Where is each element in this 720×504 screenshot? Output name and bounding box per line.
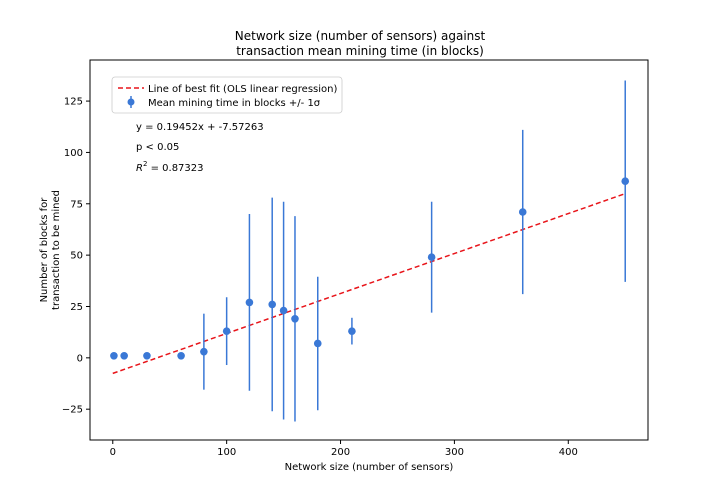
axis-ticks: 0 100 200 300 400 −25 0 25 50 75 100 125: [62, 97, 578, 458]
plot-area-frame: [89, 59, 649, 441]
legend-points-label: Mean mining time in blocks +/- 1σ: [148, 98, 321, 109]
annotation-r-symbol: R: [136, 163, 143, 174]
y-tick-label: 25: [70, 302, 83, 313]
data-point: [291, 315, 299, 323]
legend: Line of best fit (OLS linear regression)…: [111, 76, 343, 114]
data-point: [143, 351, 151, 360]
x-tick-label: 300: [445, 447, 464, 458]
annotation-r-squared-value: = 0.87323: [147, 163, 203, 174]
annotation-pvalue: p < 0.05: [136, 142, 179, 153]
fit-line: [112, 192, 626, 375]
data-point: [268, 300, 277, 309]
annotation-r-superscript: 2: [143, 160, 147, 168]
x-tick-label: 100: [217, 447, 236, 458]
data-point: [200, 347, 208, 356]
legend-points-marker-swatch: [127, 98, 135, 106]
data-points-layer: [110, 80, 630, 422]
x-tick-label: 200: [331, 447, 350, 458]
data-point: [245, 298, 254, 307]
data-point: [222, 327, 231, 335]
data-point: [348, 327, 356, 335]
y-axis-label-line-1: Number of blocks for: [39, 197, 50, 303]
chart-title-line-1: Network size (number of sensors) against: [235, 29, 486, 43]
y-axis-label: Number of blocks for transaction to be m…: [39, 190, 62, 310]
data-point: [621, 177, 630, 185]
data-point: [518, 208, 527, 216]
x-axis-label: Network size (number of sensors): [285, 462, 454, 473]
data-point: [313, 339, 322, 348]
data-point: [110, 351, 118, 360]
annotation-equation: y = 0.19452x + -7.57263: [136, 122, 264, 133]
data-point: [177, 351, 185, 360]
y-tick-label: 50: [70, 251, 83, 262]
y-tick-label: 125: [64, 97, 83, 108]
legend-box: [111, 76, 343, 114]
fit-line-layer: [112, 192, 626, 375]
x-tick-label: 0: [110, 447, 116, 458]
y-tick-label: 100: [64, 148, 83, 159]
x-tick-label: 400: [559, 447, 578, 458]
y-tick-label: −25: [62, 405, 83, 416]
chart-title-line-2: transaction mean mining time (in blocks): [236, 44, 484, 58]
data-point: [427, 253, 436, 261]
y-tick-label: 0: [77, 353, 83, 364]
legend-fit-label: Line of best fit (OLS linear regression): [148, 84, 337, 95]
y-tick-label: 75: [70, 199, 83, 210]
data-point: [279, 306, 288, 315]
y-axis-label-line-2: transaction to be mined: [51, 190, 62, 310]
data-point: [120, 351, 128, 360]
annotation-r-squared: R2 = 0.87323: [136, 160, 204, 174]
